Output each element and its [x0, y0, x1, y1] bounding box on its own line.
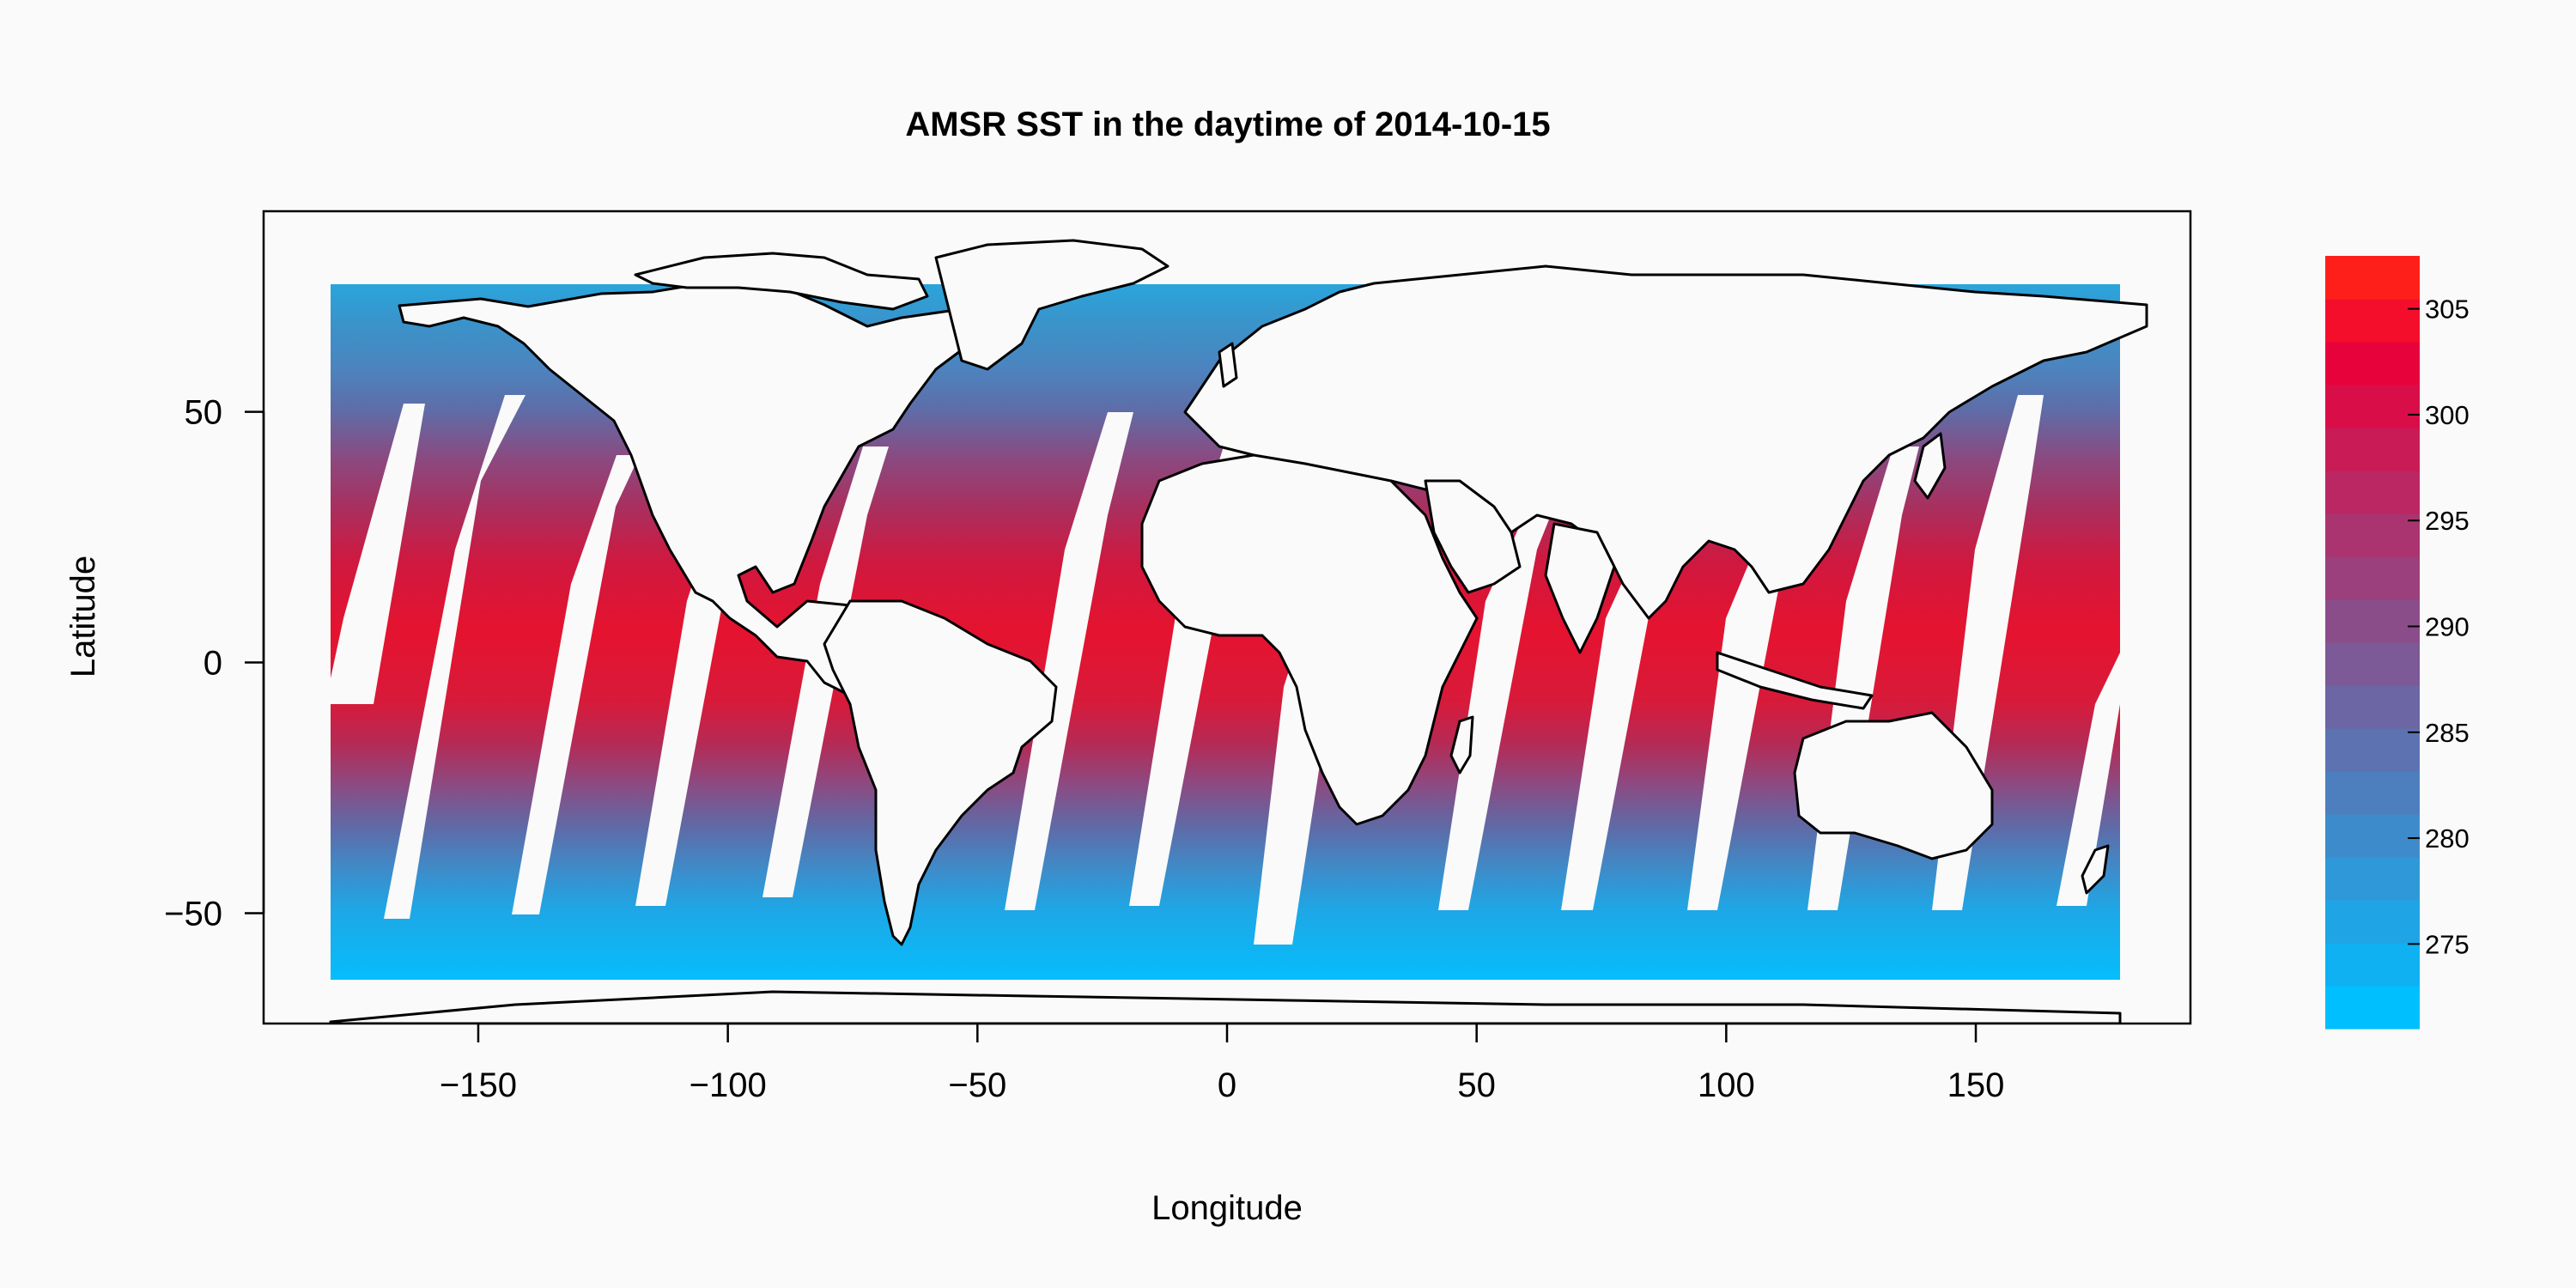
colorbar-tick-label: 275: [2425, 929, 2470, 959]
y-axis-label: Latitude: [64, 556, 102, 677]
land-madagascar: [1449, 715, 1474, 775]
colorbar-swatch: [2325, 943, 2420, 987]
x-tick-label: 100: [1698, 1066, 1755, 1104]
swath-gap: [2057, 653, 2120, 906]
land-india: [1544, 522, 1616, 654]
land-south-america: [823, 599, 1058, 946]
colorbar-swatch: [2325, 685, 2420, 729]
swath-gap: [512, 455, 640, 914]
x-tick-label: −50: [948, 1066, 1006, 1104]
land-north-america: [398, 282, 972, 697]
y-tick-label: −50: [164, 896, 222, 933]
swath-gap: [1561, 515, 1679, 910]
x-axis-label: Longitude: [1151, 1189, 1303, 1227]
swath-gap: [1687, 515, 1795, 910]
land-new-zealand: [2081, 844, 2110, 895]
colorbar-swatch: [2325, 814, 2420, 858]
colorbar-swatch: [2325, 471, 2420, 514]
x-tick-label: −150: [440, 1066, 517, 1104]
colorbar-tick-label: 290: [2425, 612, 2470, 642]
colorbar-swatch: [2325, 428, 2420, 471]
chart-title: AMSR SST in the daytime of 2014-10-15: [905, 106, 1550, 143]
colorbar-swatch: [2325, 342, 2420, 386]
colorbar-swatch: [2325, 642, 2420, 686]
colorbar-swatch: [2325, 385, 2420, 428]
land-australia: [1793, 711, 1994, 860]
color-legend: 275 280 285 290 295 300 305: [2325, 256, 2470, 1030]
colorbar-swatch: [2325, 513, 2420, 557]
colorbar-tick-label: 295: [2425, 506, 2470, 536]
x-axis: −150 −100 −50 0 50 100 150: [440, 1022, 2005, 1104]
y-tick-label: 0: [204, 645, 222, 683]
colorbar-swatch: [2325, 599, 2420, 643]
colorbar-tick-label: 285: [2425, 718, 2470, 748]
colorbar-swatch: [2325, 256, 2420, 300]
x-tick-label: 50: [1457, 1066, 1496, 1104]
land-eurasia: [1183, 264, 2148, 620]
y-tick-label: 50: [185, 394, 223, 432]
land-africa: [1140, 453, 1479, 826]
x-tick-label: −100: [690, 1066, 767, 1104]
swath-gap: [1005, 412, 1133, 910]
swath-gap: [1438, 507, 1554, 910]
colorbar-swatch: [2325, 857, 2420, 901]
colorbar-swatch: [2325, 900, 2420, 944]
colorbar-swatch: [2325, 728, 2420, 772]
colorbar-tick-label: 280: [2425, 823, 2470, 854]
land-masses: [329, 239, 2148, 1024]
colorbar-tick-label: 305: [2425, 295, 2470, 325]
colorbar-swatch: [2325, 986, 2420, 1030]
land-antarctica: [329, 990, 2122, 1024]
land-uk: [1218, 342, 1238, 388]
land-japan: [1913, 432, 1947, 500]
swath-gap: [384, 395, 526, 919]
land-indonesia: [1716, 651, 1874, 710]
land-arctic-islands: [634, 252, 929, 311]
map-panel: [329, 239, 2148, 1024]
y-axis: −50 0 50: [164, 394, 265, 933]
colorbar-swatch: [2325, 556, 2420, 600]
colorbar-swatch: [2325, 771, 2420, 815]
x-tick-label: 0: [1218, 1066, 1236, 1104]
land-greenland: [934, 239, 1170, 371]
land-arabia: [1424, 479, 1522, 594]
colorbar-swatch: [2325, 299, 2420, 343]
x-tick-label: 150: [1947, 1066, 2005, 1104]
swath-gap: [331, 404, 425, 704]
colorbar-tick-label: 300: [2425, 400, 2470, 430]
